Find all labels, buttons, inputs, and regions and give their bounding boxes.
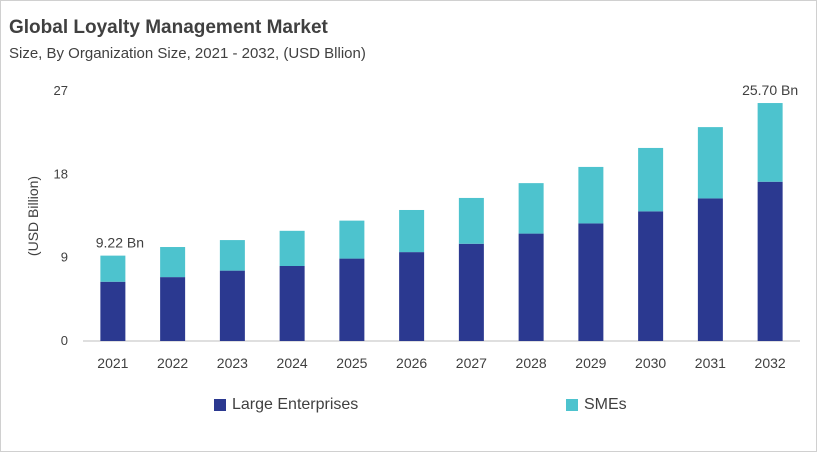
bar-large-enterprises-2029: [578, 223, 604, 341]
x-tick-label: 2026: [396, 355, 427, 371]
legend-item-large-enterprises: Large Enterprises: [214, 396, 358, 414]
x-tick-label: 2022: [157, 355, 188, 371]
x-tick-label: 2030: [635, 355, 666, 371]
bar-large-enterprises-2024: [279, 266, 305, 341]
data-label: 9.22 Bn: [96, 235, 144, 251]
bar-large-enterprises-2027: [458, 243, 484, 341]
bar-smes-2028: [518, 183, 544, 234]
bar-smes-2031: [697, 127, 723, 199]
bar-smes-2030: [638, 147, 664, 212]
bar-smes-2025: [339, 220, 365, 259]
bar-large-enterprises-2031: [697, 198, 723, 341]
x-tick-label: 2021: [97, 355, 128, 371]
bar-large-enterprises-2026: [399, 252, 425, 341]
x-tick-label: 2032: [755, 355, 786, 371]
legend-swatch: [214, 399, 226, 411]
bar-large-enterprises-2025: [339, 258, 365, 341]
bar-smes-2026: [399, 209, 425, 253]
x-tick-label: 2025: [336, 355, 367, 371]
bar-large-enterprises-2021: [100, 281, 126, 341]
x-tick-label: 2024: [277, 355, 308, 371]
bar-large-enterprises-2023: [219, 270, 245, 341]
bar-smes-2023: [219, 240, 245, 271]
bar-smes-2021: [100, 255, 126, 282]
y-axis-label: (USD Billion): [25, 176, 41, 256]
y-tick-label: 18: [54, 166, 68, 181]
y-tick-label: 27: [54, 83, 68, 98]
legend-item-smes: SMEs: [566, 396, 627, 414]
bar-smes-2027: [458, 197, 484, 244]
bar-large-enterprises-2030: [638, 211, 664, 341]
x-tick-label: 2029: [575, 355, 606, 371]
x-tick-label: 2023: [217, 355, 248, 371]
chart-title: Global Loyalty Management Market: [9, 17, 328, 38]
x-tick-label: 2028: [516, 355, 547, 371]
bar-large-enterprises-2032: [757, 181, 783, 341]
bar-smes-2024: [279, 230, 305, 266]
bar-smes-2029: [578, 166, 604, 224]
bar-smes-2032: [757, 103, 783, 182]
y-tick-label: 9: [61, 250, 68, 265]
chart-subtitle: Size, By Organization Size, 2021 - 2032,…: [9, 45, 366, 62]
x-tick-label: 2031: [695, 355, 726, 371]
legend-label: Large Enterprises: [232, 396, 359, 413]
bar-large-enterprises-2022: [160, 277, 186, 341]
legend-swatch: [566, 399, 578, 411]
bar-large-enterprises-2028: [518, 233, 544, 341]
y-tick-label: 0: [61, 333, 68, 348]
bar-smes-2022: [160, 247, 186, 278]
data-label: 25.70 Bn: [742, 82, 798, 98]
legend-label: SMEs: [584, 396, 627, 413]
x-tick-label: 2027: [456, 355, 487, 371]
